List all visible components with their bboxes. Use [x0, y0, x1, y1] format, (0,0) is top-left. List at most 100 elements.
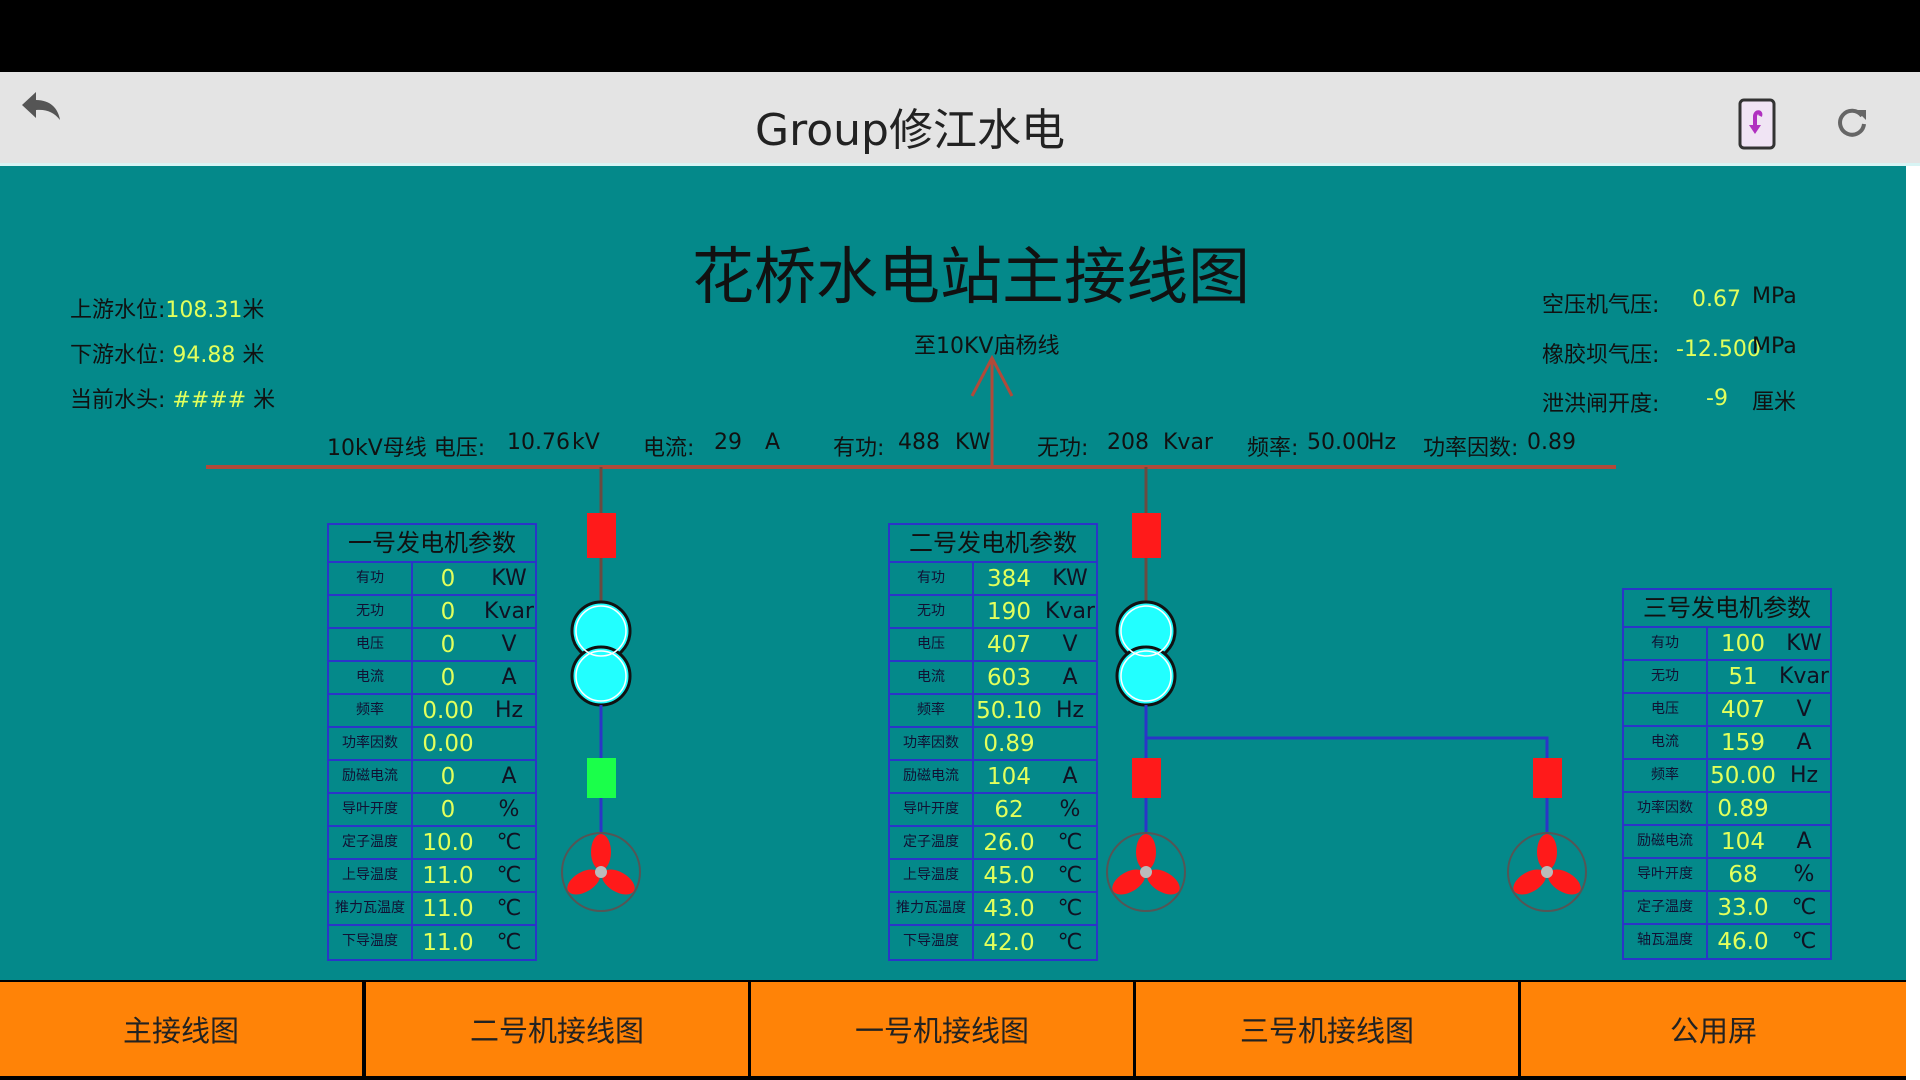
param-label: 定子温度: [329, 827, 413, 858]
table-row: 下导温度 42.0 ℃: [890, 926, 1096, 959]
param-value: 68: [1728, 861, 1758, 888]
spillway-value: -9: [1706, 386, 1728, 411]
app-header: Group修江水电: [0, 72, 1920, 166]
compressor-label: 空压机气压:: [1542, 293, 1660, 318]
param-label: 下导温度: [329, 926, 413, 959]
outgoing-line-label: 至10KV庙杨线: [914, 334, 1060, 359]
param-unit: ℃: [1057, 930, 1083, 955]
param-value: 11.0: [422, 862, 474, 889]
downstream-level-label: 下游水位:: [70, 343, 166, 368]
bus-current-label: 电流:: [643, 436, 695, 461]
param-unit: %: [1793, 862, 1815, 887]
param-label: 导叶开度: [1624, 859, 1708, 890]
param-label: 无功: [890, 596, 974, 627]
param-value: 407: [987, 631, 1031, 658]
bus-pf-label: 功率因数:: [1423, 436, 1519, 461]
gen1-gen-breaker[interactable]: [587, 758, 616, 798]
bus-active-label: 有功:: [833, 436, 885, 461]
param-value: 50.10: [976, 697, 1042, 724]
param-unit: ℃: [496, 930, 522, 955]
param-unit: %: [498, 797, 520, 822]
table-row: 电压 407 V: [890, 629, 1096, 662]
gen1-main-breaker[interactable]: [587, 513, 616, 558]
param-value: 0: [440, 565, 456, 592]
param-value: 11.0: [422, 929, 474, 956]
param-unit: A: [1062, 764, 1078, 789]
param-unit: A: [501, 764, 517, 789]
param-label: 上导温度: [890, 860, 974, 891]
gen3-gen-link: [1146, 736, 1549, 872]
param-value: 603: [987, 664, 1031, 691]
gen3-gen-breaker[interactable]: [1533, 758, 1562, 798]
param-value: 11.0: [422, 895, 474, 922]
table-row: 导叶开度 62%: [890, 794, 1096, 827]
param-value: 159: [1721, 729, 1765, 756]
table-row: 功率因数 0.89: [1624, 793, 1830, 826]
compressor-value: 0.67: [1692, 287, 1741, 312]
param-unit: ℃: [1791, 929, 1817, 954]
param-label: 频率: [890, 695, 974, 726]
param-unit: Kvar: [1779, 664, 1829, 689]
param-label: 下导温度: [890, 926, 974, 959]
table-title: 三号发电机参数: [1624, 590, 1830, 628]
param-unit: %: [1059, 797, 1081, 822]
refresh-icon[interactable]: [1834, 104, 1870, 140]
table-row: 电流 159 A: [1624, 727, 1830, 760]
param-label: 功率因数: [329, 728, 413, 759]
tab-main-wiring[interactable]: 主接线图: [0, 982, 362, 1076]
bus-pf: 0.89: [1527, 430, 1576, 455]
tab-unit1-wiring[interactable]: 一号机接线图: [751, 982, 1133, 1076]
param-value: 100: [1721, 630, 1765, 657]
tab-unit3-wiring[interactable]: 三号机接线图: [1136, 982, 1518, 1076]
tab-common-screen[interactable]: 公用屏: [1521, 982, 1906, 1076]
bus-active: 488: [898, 430, 940, 455]
param-unit: A: [501, 665, 517, 690]
param-label: 电流: [1624, 727, 1708, 758]
param-label: 轴瓦温度: [1624, 925, 1708, 958]
param-value: 0: [440, 796, 456, 823]
rubber-dam-label: 橡胶坝气压:: [1542, 343, 1660, 368]
param-label: 导叶开度: [329, 794, 413, 825]
back-arrow-icon[interactable]: [18, 86, 64, 126]
bus-current-unit: A: [765, 430, 781, 455]
table-row: 频率 50.10 Hz: [890, 695, 1096, 728]
param-label: 有功: [329, 563, 413, 594]
gen2-gen-breaker[interactable]: [1132, 758, 1161, 798]
table-row: 有功 100 KW: [1624, 628, 1830, 661]
table-row: 有功 384 KW: [890, 563, 1096, 596]
table-row: 导叶开度 0%: [329, 794, 535, 827]
param-label: 电流: [329, 662, 413, 693]
compressor-unit: MPa: [1752, 284, 1797, 309]
param-value: 104: [987, 763, 1031, 790]
bus-reactive-unit: Kvar: [1163, 430, 1213, 455]
table-row: 轴瓦温度 46.0 ℃: [1624, 925, 1830, 958]
param-value: 46.0: [1717, 928, 1769, 955]
gen2-main-breaker[interactable]: [1132, 513, 1161, 558]
tab-unit2-wiring[interactable]: 二号机接线图: [366, 982, 748, 1076]
param-label: 励磁电流: [329, 761, 413, 792]
param-unit: A: [1062, 665, 1078, 690]
param-value: 51: [1728, 663, 1758, 690]
rubber-dam-unit: MPa: [1752, 334, 1797, 359]
param-label: 功率因数: [1624, 793, 1708, 824]
table-row: 下导温度 11.0 ℃: [329, 926, 535, 959]
table-row: 励磁电流 0 A: [329, 761, 535, 794]
table-row: 励磁电流 104 A: [890, 761, 1096, 794]
param-unit: Hz: [1055, 698, 1085, 723]
upstream-level-unit: 米: [242, 298, 265, 323]
param-unit: Hz: [1789, 763, 1819, 788]
screen-rotate-icon[interactable]: [1738, 98, 1776, 150]
param-unit: ℃: [1057, 896, 1083, 921]
downstream-level: 下游水位: 94.88 米: [70, 337, 264, 369]
table-row: 频率 0.00 Hz: [329, 695, 535, 728]
param-label: 无功: [329, 596, 413, 627]
param-label: 推力瓦温度: [329, 893, 413, 924]
param-label: 导叶开度: [890, 794, 974, 825]
param-unit: Kvar: [1045, 599, 1095, 624]
table-row: 电流 0 A: [329, 662, 535, 695]
param-value: 407: [1721, 696, 1765, 723]
param-value: 45.0: [983, 862, 1035, 889]
param-label: 功率因数: [890, 728, 974, 759]
table-title: 一号发电机参数: [329, 525, 535, 563]
table-row: 定子温度 26.0 ℃: [890, 827, 1096, 860]
